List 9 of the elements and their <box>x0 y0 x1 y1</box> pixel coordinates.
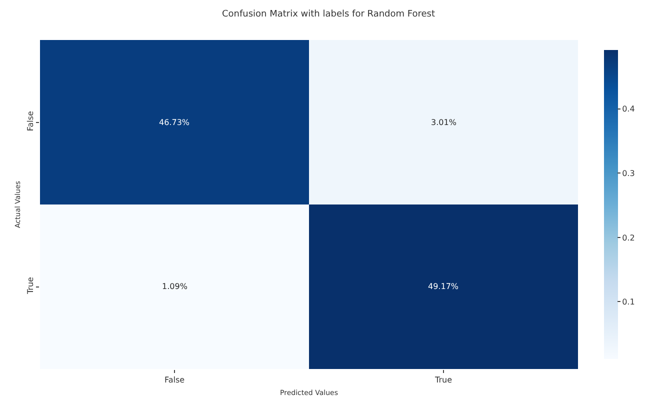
color-bar-label: 0.3 <box>622 169 635 178</box>
data-label: 49.17% <box>428 282 459 291</box>
data-label: 3.01% <box>431 118 457 127</box>
data-label: 46.73% <box>159 118 190 127</box>
color-bar-label: 0.2 <box>622 233 635 242</box>
color-bar-label: 0.4 <box>622 104 635 114</box>
color-bar-label: 0.1 <box>622 298 635 307</box>
data-label: 1.09% <box>162 282 188 291</box>
chart-title: Confusion Matrix with labels for Random Forest <box>222 9 436 20</box>
